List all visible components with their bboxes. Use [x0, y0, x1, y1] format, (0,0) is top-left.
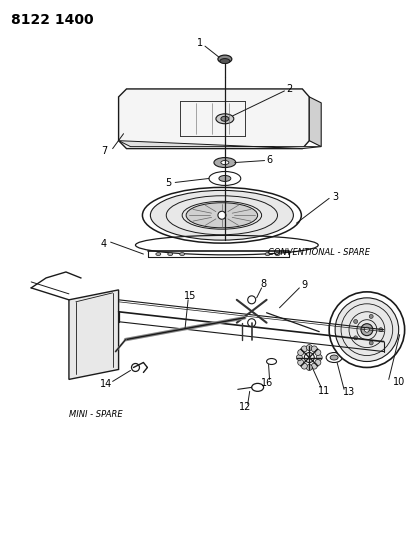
Ellipse shape: [265, 253, 270, 255]
Circle shape: [297, 360, 303, 366]
Circle shape: [301, 346, 307, 352]
Ellipse shape: [155, 253, 160, 255]
Ellipse shape: [220, 160, 228, 165]
Text: 11: 11: [317, 386, 330, 397]
Text: 4: 4: [100, 239, 106, 249]
Ellipse shape: [150, 190, 293, 240]
Circle shape: [296, 354, 301, 360]
Text: 2: 2: [285, 84, 292, 94]
Circle shape: [303, 352, 313, 362]
Ellipse shape: [274, 253, 279, 255]
Text: 12: 12: [238, 402, 250, 412]
Circle shape: [310, 346, 317, 352]
Circle shape: [310, 363, 317, 369]
Polygon shape: [308, 97, 320, 147]
Ellipse shape: [326, 352, 341, 362]
Circle shape: [306, 365, 312, 370]
Polygon shape: [69, 290, 118, 379]
Text: 8: 8: [260, 279, 266, 289]
Circle shape: [369, 314, 372, 318]
Circle shape: [301, 363, 307, 369]
Circle shape: [314, 360, 320, 366]
Circle shape: [353, 319, 357, 324]
Circle shape: [217, 211, 225, 219]
Circle shape: [369, 341, 372, 345]
Text: 3: 3: [331, 192, 337, 203]
Ellipse shape: [142, 188, 301, 243]
Ellipse shape: [329, 355, 337, 360]
Text: 16: 16: [261, 378, 273, 389]
Circle shape: [247, 319, 255, 327]
Text: 9: 9: [301, 280, 307, 290]
Text: 6: 6: [266, 155, 272, 165]
Circle shape: [360, 324, 372, 336]
Text: MINI - SPARE: MINI - SPARE: [69, 410, 122, 419]
Text: 14: 14: [99, 379, 112, 390]
Text: 7: 7: [101, 146, 108, 156]
Ellipse shape: [266, 359, 276, 365]
Circle shape: [297, 350, 303, 356]
Ellipse shape: [218, 175, 230, 181]
Text: 8122 1400: 8122 1400: [11, 13, 94, 27]
Ellipse shape: [167, 253, 172, 255]
Ellipse shape: [220, 116, 228, 122]
Text: CONVENTIONAL - SPARE: CONVENTIONAL - SPARE: [267, 247, 369, 256]
Ellipse shape: [216, 114, 233, 124]
Circle shape: [247, 296, 255, 304]
Ellipse shape: [213, 158, 235, 167]
Text: 10: 10: [392, 377, 404, 387]
Text: 5: 5: [165, 179, 171, 189]
Ellipse shape: [217, 55, 231, 63]
Ellipse shape: [209, 172, 240, 185]
Circle shape: [364, 327, 369, 332]
Polygon shape: [118, 141, 320, 149]
Text: 13: 13: [342, 387, 354, 397]
Circle shape: [334, 298, 398, 361]
Text: 1: 1: [196, 38, 202, 48]
Ellipse shape: [179, 253, 184, 255]
Polygon shape: [118, 89, 308, 149]
Circle shape: [378, 328, 382, 332]
Circle shape: [306, 345, 312, 351]
Text: 15: 15: [184, 291, 196, 301]
Circle shape: [328, 292, 404, 367]
Circle shape: [353, 336, 357, 340]
Ellipse shape: [186, 203, 257, 228]
Circle shape: [315, 354, 321, 360]
Ellipse shape: [219, 59, 229, 63]
Circle shape: [314, 350, 320, 356]
